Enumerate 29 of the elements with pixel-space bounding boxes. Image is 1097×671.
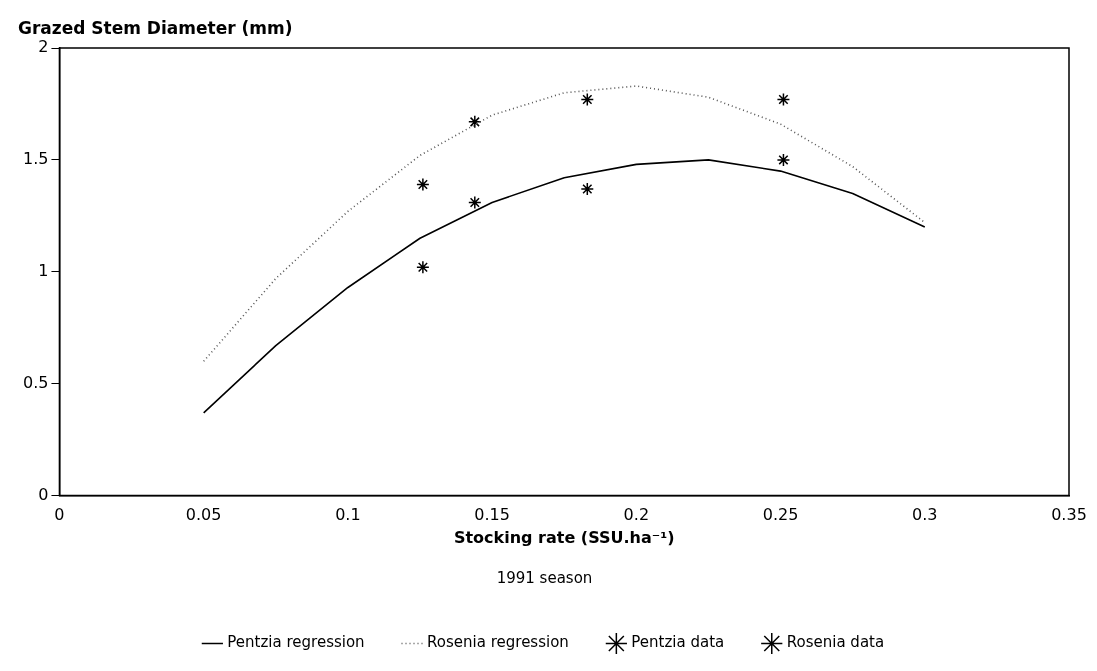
point [416, 260, 430, 275]
x-tick-label: 0.35 [1051, 505, 1087, 525]
line-series [202, 85, 926, 363]
legend-label: Pentzia regression [227, 633, 365, 652]
legend-label: Rosenia data [786, 633, 885, 652]
x-tick-label: 0 [54, 505, 65, 525]
y-axis-title: Grazed Stem Diameter (mm) [18, 17, 293, 38]
point [776, 92, 791, 107]
point [468, 195, 482, 210]
legend-label: Pentzia data [631, 633, 725, 652]
x-tick-label: 0.3 [912, 505, 938, 525]
y-tick-label: 1 [38, 260, 49, 280]
y-tick-label: 0 [38, 484, 49, 504]
x-tick-label: 0.1 [335, 505, 361, 525]
y-tick-label: 2 [38, 37, 49, 57]
point [580, 92, 595, 107]
x-tick-label: 0.2 [623, 505, 650, 525]
x-tick-label: 0.15 [474, 505, 510, 525]
point [416, 177, 430, 192]
x-tick-label: 0.05 [185, 505, 222, 525]
point [776, 153, 791, 167]
y-tick-label: 0.5 [22, 372, 49, 392]
x-axis-title: Stocking rate (SSU.ha⁻¹) [453, 527, 675, 547]
point [580, 182, 595, 196]
legend-title: 1991 season [496, 569, 593, 588]
x-tick-label: 0.25 [762, 505, 799, 525]
legend-label: Rosenia regression [427, 633, 569, 652]
y-tick-label: 1.5 [22, 149, 49, 169]
point [468, 115, 482, 129]
